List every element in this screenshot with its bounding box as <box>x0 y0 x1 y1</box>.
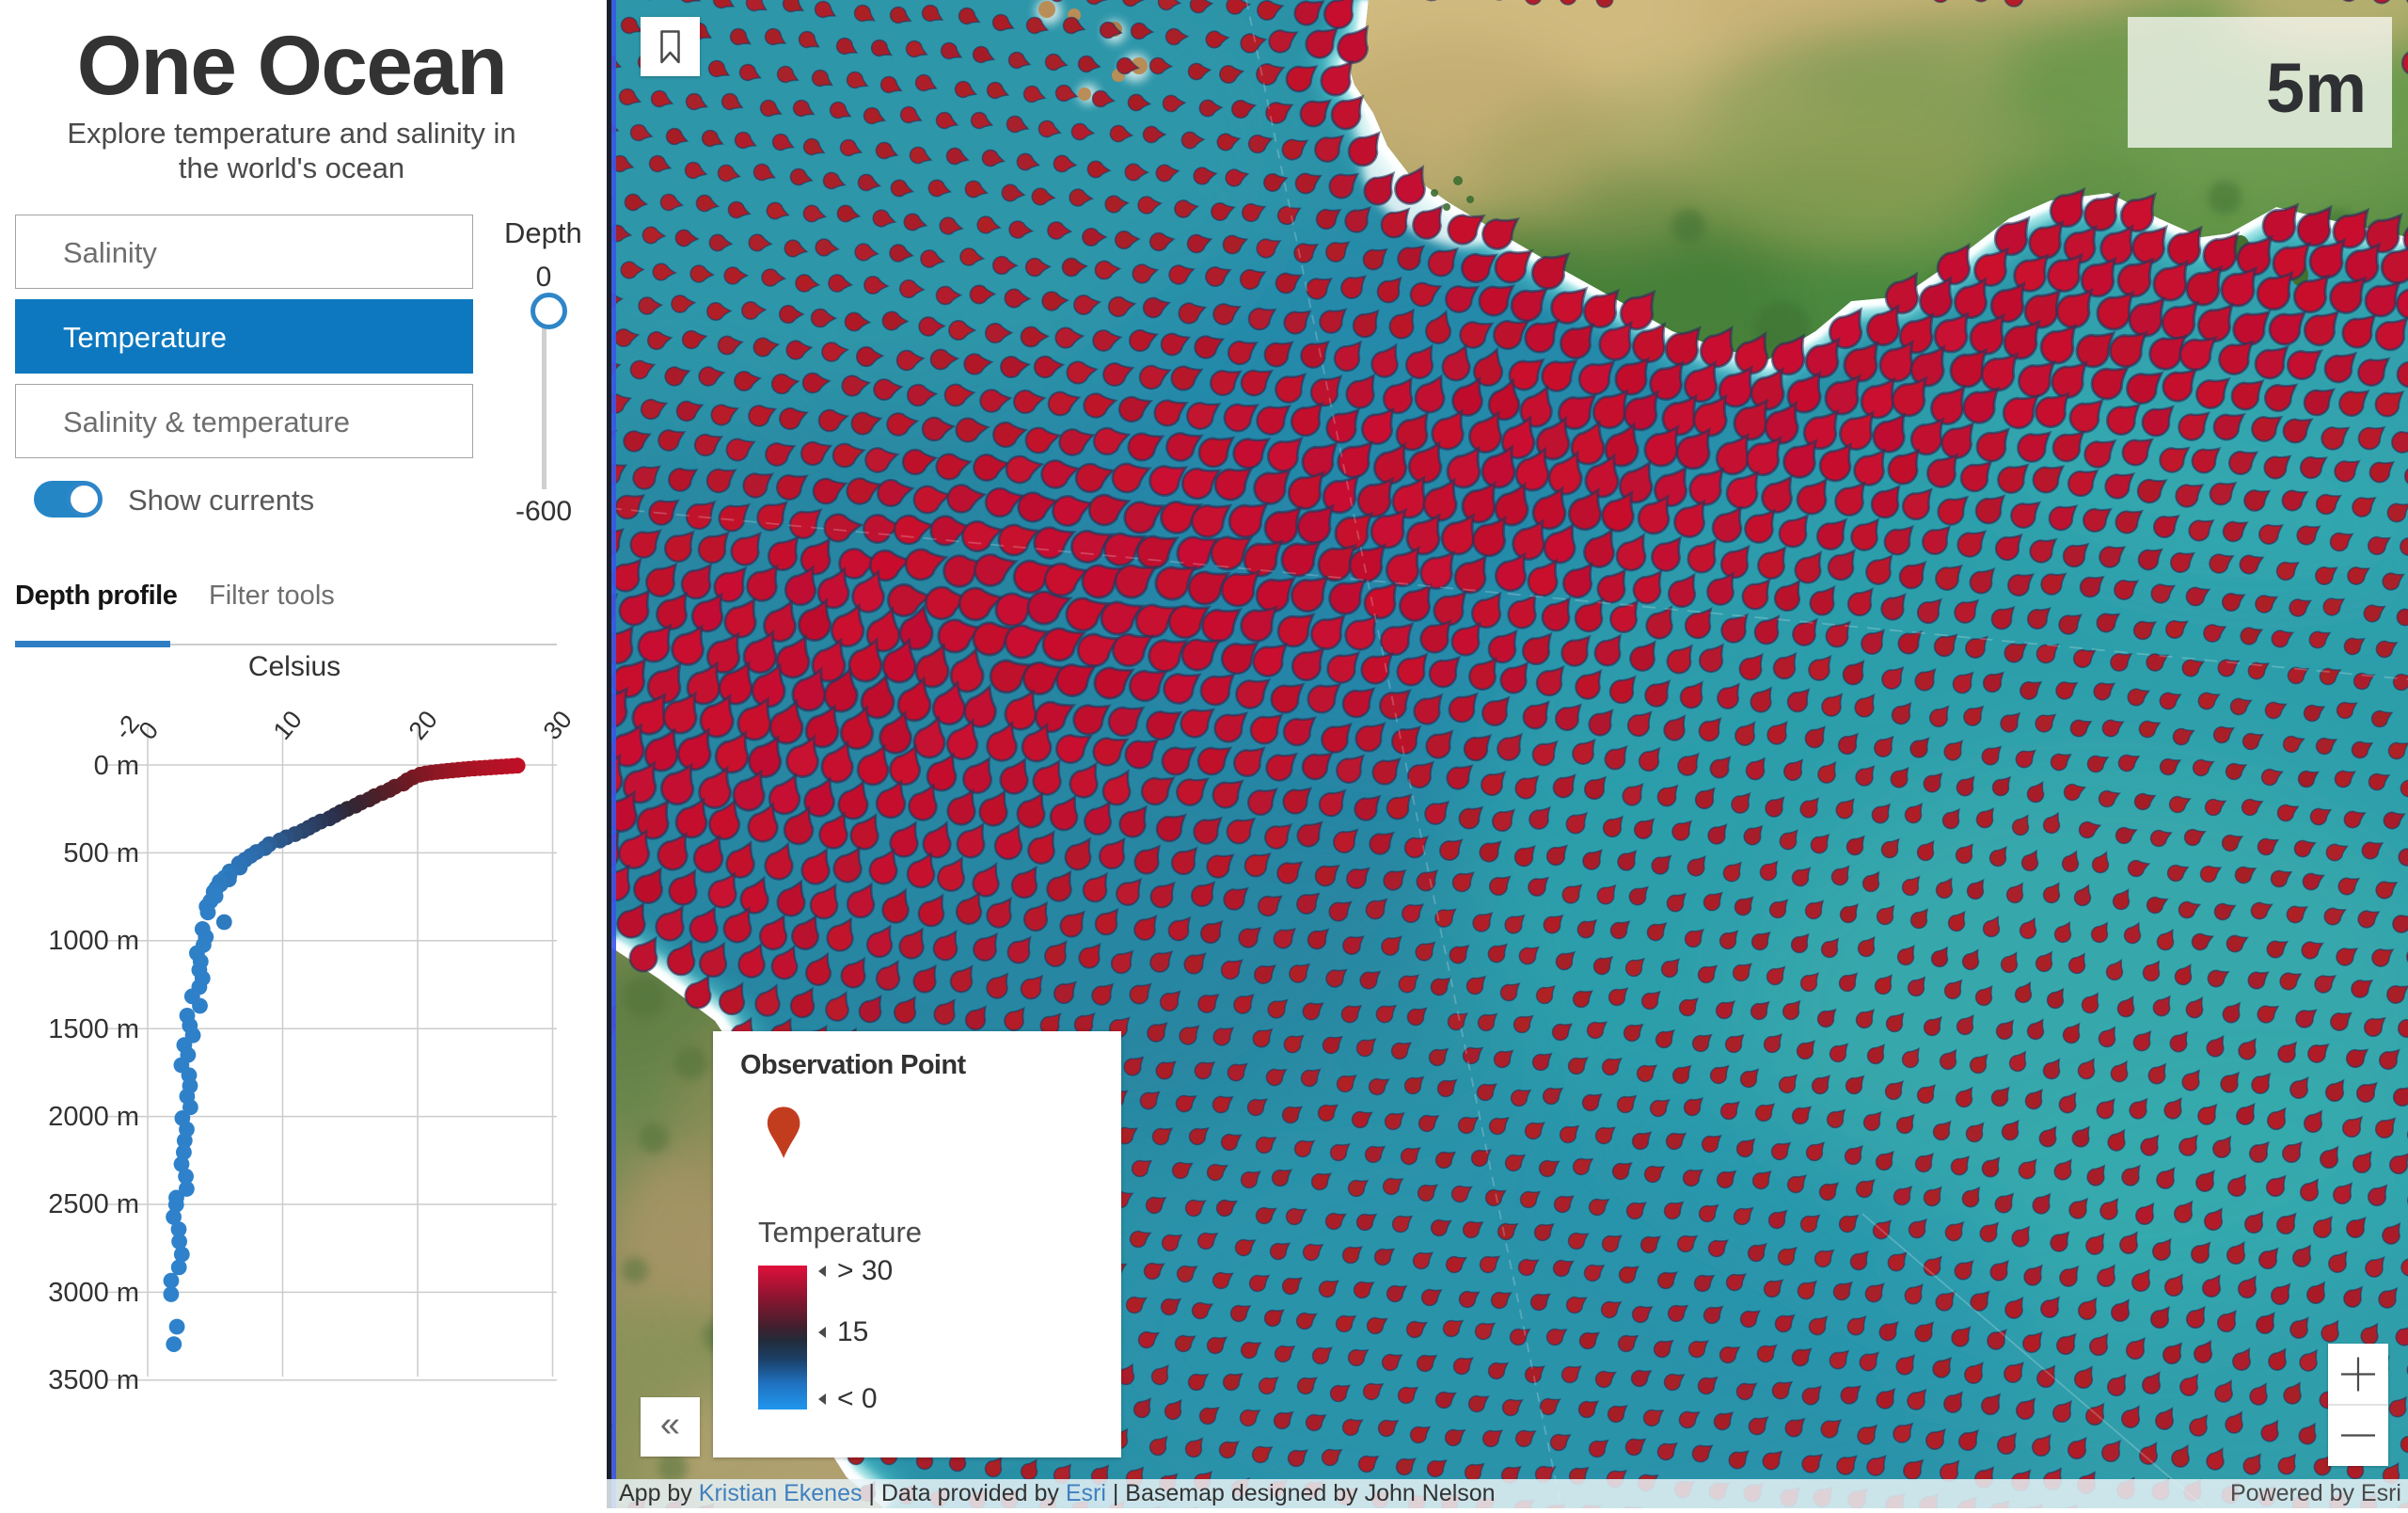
svg-text:2000 m: 2000 m <box>48 1102 139 1132</box>
svg-text:10: 10 <box>268 706 308 745</box>
svg-text:Celsius: Celsius <box>248 651 341 682</box>
svg-text:500 m: 500 m <box>63 838 139 868</box>
svg-text:2500 m: 2500 m <box>48 1189 139 1219</box>
svg-text:0 m: 0 m <box>94 751 139 781</box>
svg-text:0: 0 <box>134 716 165 745</box>
svg-text:1000 m: 1000 m <box>48 926 139 956</box>
svg-text:30: 30 <box>538 706 578 745</box>
svg-text:3500 m: 3500 m <box>48 1365 139 1395</box>
svg-text:20: 20 <box>404 706 443 745</box>
svg-text:1500 m: 1500 m <box>48 1014 139 1044</box>
svg-text:3000 m: 3000 m <box>48 1278 139 1308</box>
